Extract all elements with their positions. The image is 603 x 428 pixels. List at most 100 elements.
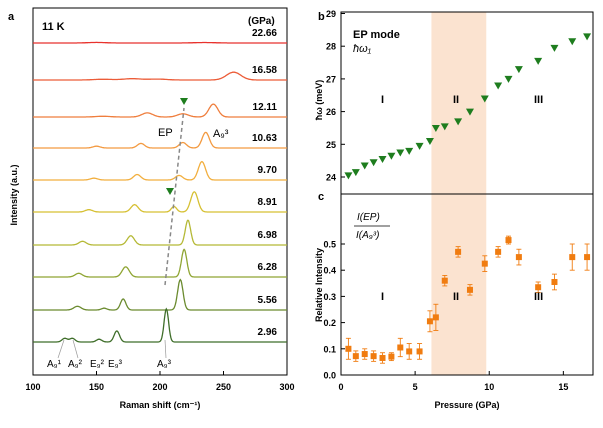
panel-letter-a: a: [8, 11, 15, 23]
ep-energy-point: [504, 75, 513, 83]
mode-label-eg3: E₉³: [108, 359, 123, 370]
relative-intensity-point: [397, 344, 404, 351]
panel-a-title: 11 K: [42, 21, 65, 33]
panel-c-region-ii: II: [453, 291, 459, 303]
panel-a-x-ticks: 100 150 200 250 300: [25, 371, 295, 392]
relative-intensity-point: [361, 351, 368, 358]
panel-b-legend-line2: ħω₁: [353, 43, 372, 55]
relative-intensity-point: [466, 286, 473, 293]
ep-energy-point: [550, 44, 559, 52]
ep-energy-point: [568, 38, 577, 46]
x-tick-label: 0: [338, 382, 343, 392]
y-tick-label: 28: [326, 42, 336, 52]
panel-c-region-iii: III: [534, 291, 543, 303]
x-tick-label: 150: [89, 382, 104, 392]
x-tick-label: 100: [25, 382, 40, 392]
relative-intensity-point: [345, 345, 352, 352]
ep-label: EP: [158, 127, 173, 139]
panel-b-points: [344, 33, 592, 180]
relative-intensity-point: [495, 248, 502, 255]
pressure-label: 12.11: [253, 102, 278, 113]
panel-a-ylabel: Intensity (a.u.): [9, 164, 19, 225]
panel-letter-b: b: [318, 11, 325, 23]
relative-intensity-point: [551, 278, 558, 285]
panel-c-ylabel: Relative Intensity: [314, 248, 324, 322]
panel-c-points: [345, 235, 591, 364]
spectrum-9-70: [33, 160, 287, 181]
panel-c-shade: [431, 194, 487, 375]
spectrum-10-63: [33, 131, 287, 149]
y-tick-label: 27: [326, 74, 336, 84]
mode-label-ag1: A₉¹: [47, 359, 62, 370]
x-tick-label: 300: [279, 382, 294, 392]
spectrum-6-28: [33, 248, 287, 278]
panel-b-region-i: I: [381, 94, 384, 106]
ep-marker-lower: [166, 188, 174, 195]
y-tick-label: 0.3: [323, 292, 336, 302]
spectrum-12-11: [33, 103, 287, 118]
panel-a-pressure-labels: 22.66 16.58 12.11 10.63 9.70 8.91 6.98 6.28 5.56…: [252, 28, 277, 338]
ep-energy-point: [514, 66, 523, 74]
y-tick-label: 0.0: [323, 371, 336, 381]
relative-intensity-point: [426, 318, 433, 325]
panel-a-spectra: [33, 41, 287, 343]
panel-c: 0.0 0.1 0.2 0.3 0.4 0.5 0 5 10 15 I(EP) I(A₉³) I…: [314, 193, 594, 410]
pressure-label: 6.98: [258, 230, 278, 241]
panel-b-region-ii: II: [453, 94, 459, 106]
ep-energy-point: [480, 95, 489, 103]
x-tick-label: 10: [484, 382, 494, 392]
panel-c-x-ticks: 0 5 10 15: [338, 371, 568, 392]
ep-energy-point: [425, 138, 434, 146]
relative-intensity-point: [406, 348, 413, 355]
panel-c-xlabel: Pressure (GPa): [434, 400, 499, 410]
relative-intensity-point: [388, 353, 395, 360]
y-tick-label: 0.4: [323, 266, 336, 276]
x-tick-label: 15: [558, 382, 568, 392]
ep-energy-point: [344, 172, 353, 180]
ep-energy-point: [387, 152, 396, 160]
ep-energy-point: [534, 57, 543, 65]
relative-intensity-point: [505, 237, 512, 244]
spectrum-6-98: [33, 219, 287, 246]
panel-c-region-i: I: [381, 291, 384, 303]
spectrum-22-66: [33, 41, 287, 44]
relative-intensity-point: [569, 254, 576, 261]
ep-energy-point: [415, 142, 424, 150]
relative-intensity-point: [481, 260, 488, 267]
ag3-top-label: A₉³: [213, 128, 229, 140]
ep-energy-point: [396, 149, 405, 157]
ep-marker-upper: [180, 98, 188, 105]
pressure-label: 22.66: [252, 28, 277, 39]
panel-a-xlabel: Raman shift (cm⁻¹): [120, 400, 201, 410]
relative-intensity-point: [455, 248, 462, 255]
panel-b-region-iii: III: [534, 94, 543, 106]
panel-a: 11 K (GPa) 22.66 16.58 12.11 10.63 9.70 8.91 6…: [9, 7, 295, 410]
y-tick-label: 26: [326, 107, 336, 117]
relative-intensity-point: [416, 348, 423, 355]
ep-energy-point: [360, 162, 369, 170]
panel-b-y-ticks: 24 25 26 27 28 29: [326, 9, 345, 183]
relative-intensity-point: [515, 254, 522, 261]
ep-energy-point: [369, 159, 378, 167]
ep-energy-point: [440, 123, 449, 131]
pressure-label: 10.63: [252, 133, 277, 144]
relative-intensity-point: [352, 353, 359, 360]
panel-b-shade: [431, 12, 487, 194]
panel-b-ylabel: ħω (meV): [314, 80, 324, 121]
ep-energy-point: [583, 33, 592, 41]
relative-intensity-point: [432, 314, 439, 321]
pressure-label: 8.91: [258, 197, 278, 208]
panel-c-legend-num: I(EP): [357, 212, 380, 223]
pressure-label: 5.56: [258, 295, 278, 306]
relative-intensity-point: [584, 254, 591, 261]
pressure-label: 9.70: [258, 165, 278, 176]
mode-label-eg2: E₉²: [90, 359, 105, 370]
mode-label-ag3: A₉³: [157, 359, 172, 370]
ep-energy-point: [378, 156, 387, 164]
ep-trend-line: [164, 107, 185, 286]
mode-leader-1: [57, 339, 65, 359]
y-tick-label: 24: [326, 173, 336, 183]
mode-leader-2: [72, 339, 79, 359]
ep-energy-point: [494, 82, 503, 90]
